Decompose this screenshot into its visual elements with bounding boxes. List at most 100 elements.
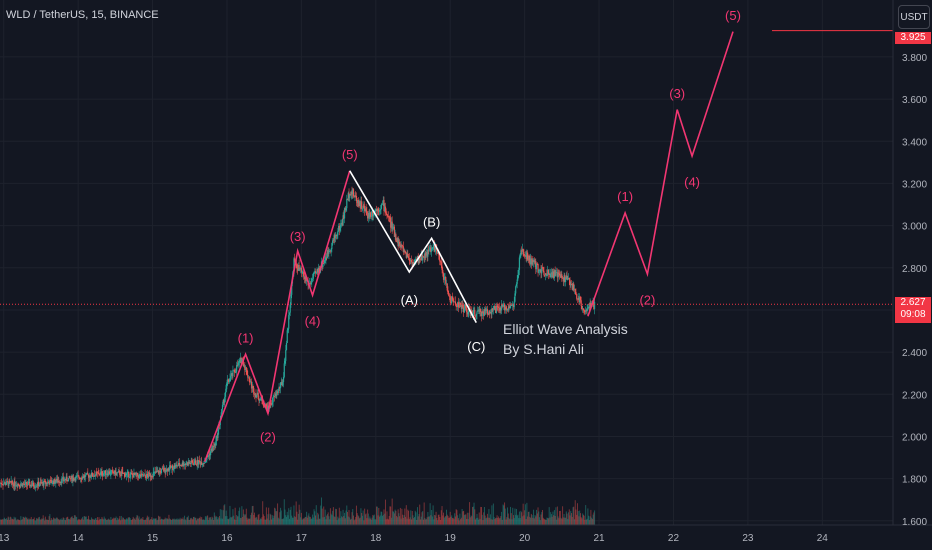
volume-bar (167, 519, 169, 525)
volume-bar (339, 518, 341, 525)
candle-body (496, 306, 498, 307)
volume-bar (543, 518, 545, 525)
candle-body (340, 222, 342, 228)
candle-body (207, 456, 209, 457)
volume-bar (447, 515, 449, 525)
volume-bar (440, 510, 442, 525)
candle-body (542, 267, 544, 272)
candle-body (128, 471, 130, 478)
candle-body (502, 304, 504, 307)
candle-body (489, 311, 491, 314)
candle-body (184, 463, 186, 465)
symbol-title[interactable]: WLD / TetherUS, 15, BINANCE (6, 9, 159, 21)
volume-bar (461, 509, 463, 525)
volume-bar (380, 511, 382, 525)
volume-bar (68, 519, 70, 525)
candle-body (54, 478, 56, 484)
candle-body (235, 371, 237, 373)
volume-bar (0, 519, 2, 525)
volume-bar (553, 510, 555, 525)
volume-bar (594, 510, 596, 525)
candle-body (22, 483, 24, 487)
candle-body (547, 269, 549, 275)
candle-body (115, 472, 117, 476)
candle-body (323, 262, 325, 264)
volume-bar (556, 519, 558, 525)
volume-bar (585, 519, 587, 525)
candle-body (140, 473, 142, 477)
candle-body (112, 470, 114, 473)
candle-body (195, 464, 198, 466)
volume-bar (414, 510, 416, 525)
volume-bar (271, 515, 273, 525)
volume-bar (12, 519, 14, 525)
candle-body (56, 478, 58, 483)
volume-bar (224, 516, 226, 525)
candle-body (337, 225, 340, 231)
candle-body (387, 215, 389, 217)
volume-bar (425, 519, 427, 525)
volume-bar (358, 516, 360, 525)
volume-bar (348, 510, 350, 525)
volume-bar (298, 504, 300, 525)
candle-body (116, 472, 118, 474)
candle-body (345, 208, 347, 210)
volume-bar (494, 518, 496, 525)
volume-bar (117, 519, 119, 525)
volume-bar (515, 508, 517, 525)
candle-body (271, 404, 273, 405)
candle-body (370, 216, 372, 218)
candle-body (223, 400, 225, 403)
candle-body (125, 473, 128, 476)
volume-bar (405, 516, 407, 525)
candle-body (189, 463, 192, 465)
volume-bar (245, 514, 247, 525)
volume-bar (575, 509, 577, 525)
candle-body (111, 470, 113, 472)
candle-body (47, 482, 49, 483)
volume-bar (408, 519, 410, 525)
candle-body (231, 373, 233, 377)
candle-body (190, 460, 192, 465)
x-tick-label: 14 (73, 533, 85, 544)
candle-body (559, 273, 561, 276)
volume-bar (332, 510, 334, 525)
volume-bar (422, 511, 424, 525)
volume-bar (560, 517, 562, 525)
volume-bar (464, 514, 466, 525)
candle-body (588, 307, 590, 309)
candle-body (464, 305, 466, 309)
candle-body (68, 476, 70, 479)
candle-body (430, 247, 432, 252)
volume-bar (122, 517, 124, 525)
candle-body (360, 201, 362, 208)
candle-body (481, 311, 483, 317)
volume-bar (487, 517, 489, 525)
volume-bar (518, 518, 520, 525)
y-tick-label: 3.400 (902, 137, 927, 148)
wave-label: (1) (617, 189, 633, 204)
volume-bar (228, 518, 230, 525)
volume-bar (220, 518, 222, 525)
volume-bar (481, 514, 483, 525)
volume-bar (131, 519, 133, 525)
volume-bar (394, 509, 396, 525)
candle-body (363, 205, 365, 207)
candle-body (164, 467, 166, 473)
volume-bar (579, 513, 581, 525)
volume-bar (532, 517, 534, 525)
volume-bar (300, 512, 302, 525)
volume-bar (250, 514, 252, 525)
volume-bar (171, 519, 173, 525)
volume-bar (151, 517, 153, 525)
candle-body (541, 267, 543, 274)
candle-body (61, 477, 64, 479)
candle-body (177, 465, 179, 467)
currency-button[interactable]: USDT (898, 5, 930, 29)
candle-body (172, 468, 174, 470)
candle-body (3, 483, 5, 485)
candle-body (250, 381, 252, 383)
candle-body (195, 460, 197, 465)
volume-bar (133, 518, 135, 525)
